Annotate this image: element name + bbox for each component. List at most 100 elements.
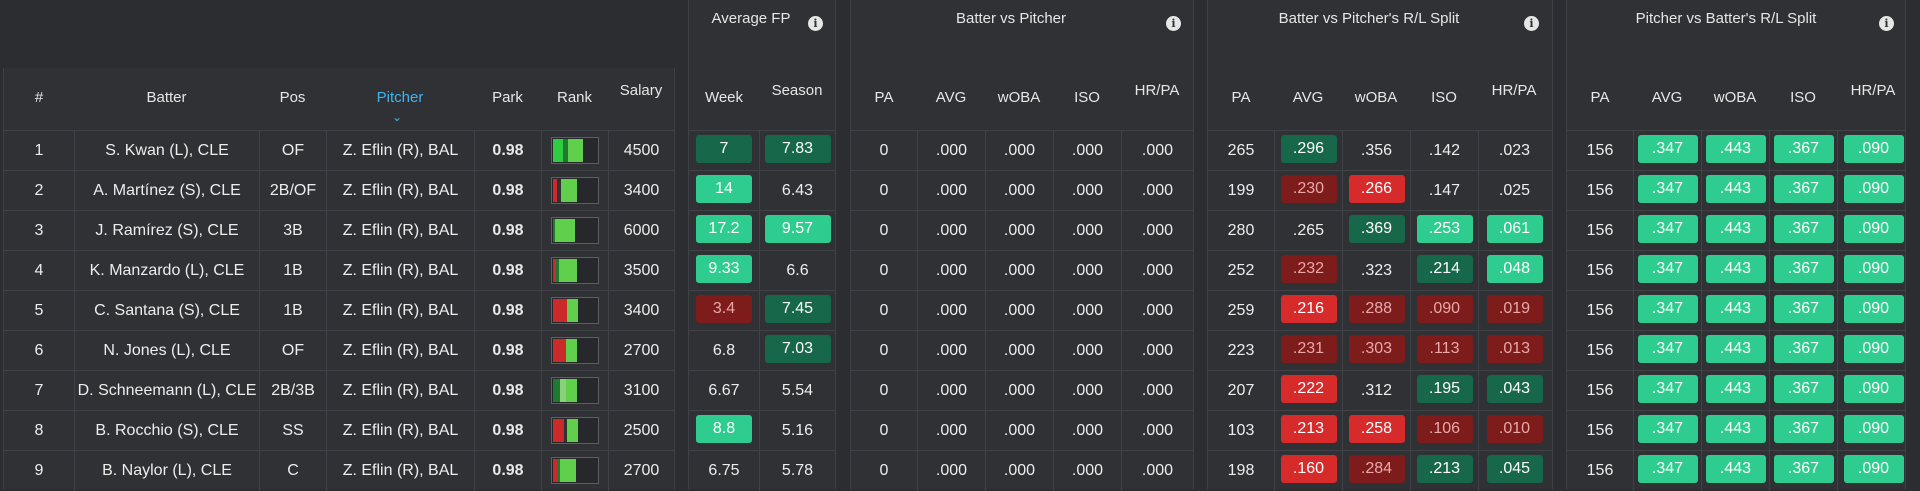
batter-name[interactable]: B. Naylor (L), CLE	[74, 451, 259, 491]
table-row[interactable]: 252 .232.323.214 .048	[1208, 250, 1552, 291]
table-row[interactable]: 199 .230 .266.147.025	[1208, 170, 1552, 211]
col-header-batter[interactable]: Batter	[146, 89, 187, 106]
table-row[interactable]: 0.000.000.000.000	[851, 250, 1193, 291]
col-header-iso[interactable]: ISO	[1790, 89, 1816, 106]
table-row[interactable]: 6.8 7.03	[689, 330, 835, 371]
info-icon[interactable]: i	[1524, 16, 1539, 31]
table-row[interactable]: 280 .265.369 .253 .061	[1208, 210, 1552, 251]
pitcher-name[interactable]: Z. Eflin (R), BAL	[326, 131, 474, 171]
table-row[interactable]: 103 .213 .258 .106 .010	[1208, 410, 1552, 451]
batter-name[interactable]: C. Santana (S), CLE	[74, 291, 259, 331]
col-header-iso[interactable]: ISO	[1431, 89, 1457, 106]
table-row[interactable]: 2 A. Martínez (S), CLE 2B/OF Z. Eflin (R), …	[4, 170, 674, 211]
table-row[interactable]: 156 .347.443.367 .090	[1567, 290, 1905, 331]
table-row[interactable]: 6.67 5.54	[689, 370, 835, 411]
col-header-num[interactable]: #	[34, 89, 44, 106]
col-header-woba[interactable]: wOBA	[1713, 89, 1757, 106]
table-row[interactable]: 156 .347.443.367 .090	[1567, 450, 1905, 491]
info-icon[interactable]: i	[1166, 16, 1181, 31]
info-icon[interactable]: i	[808, 16, 823, 31]
table-row[interactable]: 4 K. Manzardo (L), CLE 1B Z. Eflin (R), BAL…	[4, 250, 674, 291]
table-row[interactable]: 265 .296.356.142.023	[1208, 130, 1552, 171]
bvp-woba: .000	[985, 291, 1053, 331]
table-row[interactable]: 156 .347.443.367 .090	[1567, 170, 1905, 211]
table-row[interactable]: 259 .216 .288 .090 .019	[1208, 290, 1552, 331]
table-row[interactable]: 156 .347.443.367 .090	[1567, 410, 1905, 451]
table-row[interactable]: 9.33 6.6	[689, 250, 835, 291]
batter-name[interactable]: N. Jones (L), CLE	[74, 331, 259, 371]
table-row[interactable]: 0.000.000.000.000	[851, 330, 1193, 371]
batter-name[interactable]: B. Rocchio (S), CLE	[74, 411, 259, 451]
col-header-park[interactable]: Park	[492, 89, 523, 106]
park-factor: 0.98	[474, 171, 541, 211]
col-header-pa[interactable]: PA	[1590, 89, 1610, 106]
pitcher-name[interactable]: Z. Eflin (R), BAL	[326, 251, 474, 291]
table-row[interactable]: 8.8 5.16	[689, 410, 835, 451]
pitcher-name[interactable]: Z. Eflin (R), BAL	[326, 211, 474, 251]
table-row[interactable]: 0.000.000.000.000	[851, 170, 1193, 211]
col-header-rank[interactable]: Rank	[556, 89, 593, 106]
col-header-avg[interactable]: AVG	[935, 89, 967, 106]
pvbrl-woba: .443	[1701, 451, 1769, 491]
batter-name[interactable]: K. Manzardo (L), CLE	[74, 251, 259, 291]
batter-name[interactable]: J. Ramírez (S), CLE	[74, 211, 259, 251]
table-row[interactable]: 5 C. Santana (S), CLE 1B Z. Eflin (R), BAL 0…	[4, 290, 674, 331]
col-header-pos[interactable]: Pos	[279, 89, 306, 106]
col-header-iso[interactable]: ISO	[1074, 89, 1100, 106]
col-header-avg[interactable]: AVG	[1292, 89, 1324, 106]
table-row[interactable]: 156 .347.443.367 .090	[1567, 330, 1905, 371]
table-row[interactable]: 6 N. Jones (L), CLE OF Z. Eflin (R), BAL 0.9…	[4, 330, 674, 371]
pitcher-name[interactable]: Z. Eflin (R), BAL	[326, 371, 474, 411]
pvbrl-hr-pa-badge: .090	[1843, 135, 1904, 164]
table-row[interactable]: 3 J. Ramírez (S), CLE 3B Z. Eflin (R), BAL 0…	[4, 210, 674, 251]
table-row[interactable]: 156 .347.443.367 .090	[1567, 130, 1905, 171]
pitcher-name[interactable]: Z. Eflin (R), BAL	[326, 171, 474, 211]
pitcher-name[interactable]: Z. Eflin (R), BAL	[326, 331, 474, 371]
batter-vs-pitcher-rl-split-panel: Batter vs Pitcher's R/L Split i PA AVG wOB…	[1207, 0, 1553, 491]
col-header-pa[interactable]: PA	[1231, 89, 1251, 106]
table-row[interactable]: 156 .347.443.367 .090	[1567, 370, 1905, 411]
table-row[interactable]: 3.4 7.45	[689, 290, 835, 331]
table-row[interactable]: 17.2 9.57	[689, 210, 835, 251]
batter-name[interactable]: A. Martínez (S), CLE	[74, 171, 259, 211]
batter-name[interactable]: D. Schneemann (L), CLE	[74, 371, 259, 411]
table-row[interactable]: 0.000.000.000.000	[851, 410, 1193, 451]
table-row[interactable]: 8 B. Rocchio (S), CLE SS Z. Eflin (R), BAL 0…	[4, 410, 674, 451]
table-row[interactable]: 0.000.000.000.000	[851, 210, 1193, 251]
table-row[interactable]: 207 .222.312.195 .043	[1208, 370, 1552, 411]
table-row[interactable]: 0.000.000.000.000	[851, 130, 1193, 171]
col-header-pitcher[interactable]: Pitcher	[376, 89, 424, 106]
col-header-season[interactable]: Season	[771, 82, 823, 99]
table-row[interactable]: 14 6.43	[689, 170, 835, 211]
pitcher-name[interactable]: Z. Eflin (R), BAL	[326, 411, 474, 451]
table-row[interactable]: 0.000.000.000.000	[851, 450, 1193, 491]
batter-name[interactable]: S. Kwan (L), CLE	[74, 131, 259, 171]
col-header-hr-pa[interactable]: HR/PA	[1491, 82, 1537, 99]
table-row[interactable]: 6.75 5.78	[689, 450, 835, 491]
table-row[interactable]: 0.000.000.000.000	[851, 290, 1193, 331]
col-header-hr-pa[interactable]: HR/PA	[1850, 82, 1896, 99]
table-row[interactable]: 198 .160 .284 .213 .045	[1208, 450, 1552, 491]
col-header-avg[interactable]: AVG	[1651, 89, 1683, 106]
pitcher-name[interactable]: Z. Eflin (R), BAL	[326, 291, 474, 331]
pitcher-name[interactable]: Z. Eflin (R), BAL	[326, 451, 474, 491]
col-header-woba[interactable]: wOBA	[1354, 89, 1398, 106]
col-header-hr-pa[interactable]: HR/PA	[1134, 82, 1180, 99]
table-row[interactable]: 223 .231 .303 .113 .013	[1208, 330, 1552, 371]
table-row[interactable]: 9 B. Naylor (L), CLE C Z. Eflin (R), BAL 0.9…	[4, 450, 674, 491]
table-row[interactable]: 156 .347.443.367 .090	[1567, 210, 1905, 251]
table-row[interactable]: 7 7.83	[689, 130, 835, 171]
table-row[interactable]: 0.000.000.000.000	[851, 370, 1193, 411]
col-header-week[interactable]: Week	[704, 89, 744, 106]
table-row[interactable]: 7 D. Schneemann (L), CLE 2B/3B Z. Eflin (R)…	[4, 370, 674, 411]
info-icon[interactable]: i	[1879, 16, 1894, 31]
sort-chevron-down-icon[interactable]: ⌄	[392, 110, 403, 124]
pvbrl-pa: 156	[1586, 142, 1614, 159]
col-header-salary[interactable]: Salary	[619, 82, 663, 99]
bvprl-pa: 259	[1227, 302, 1255, 319]
table-row[interactable]: 156 .347.443.367 .090	[1567, 250, 1905, 291]
col-header-woba[interactable]: wOBA	[997, 89, 1041, 106]
table-row[interactable]: 1 S. Kwan (L), CLE OF Z. Eflin (R), BAL 0.98…	[4, 130, 674, 171]
col-header-pa[interactable]: PA	[874, 89, 894, 106]
bvprl-hr-pa-badge: .010	[1486, 415, 1543, 444]
